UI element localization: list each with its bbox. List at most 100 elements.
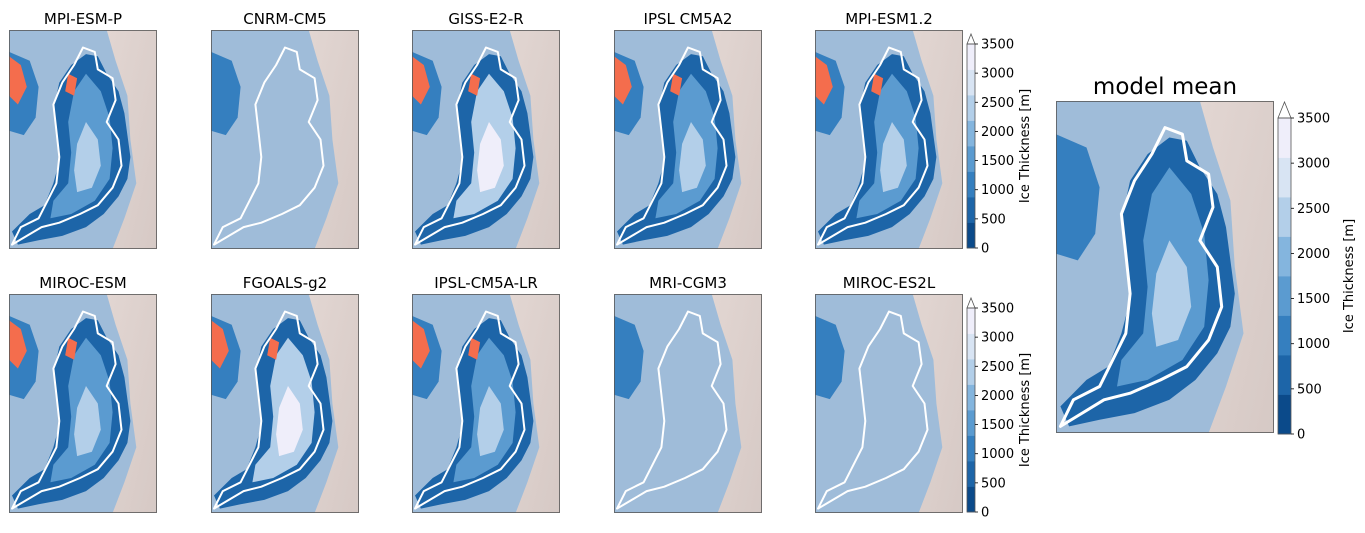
ice-sheet-core xyxy=(679,122,706,193)
colorbar-tick-label: 2000 xyxy=(981,389,1014,404)
masked-area xyxy=(65,337,78,360)
reference-ice-outline xyxy=(213,46,325,246)
masked-area xyxy=(815,56,833,105)
colorbar-level xyxy=(1278,355,1291,395)
masked-area xyxy=(267,337,280,360)
panel-frame xyxy=(815,30,963,249)
colorbar-tick-label: 500 xyxy=(981,212,1006,227)
colorbar-tick-label: 3000 xyxy=(1297,157,1330,172)
masked-area xyxy=(614,56,632,105)
reference-ice-outline xyxy=(616,310,728,510)
panel-title: GISS-E2-R xyxy=(448,10,523,28)
ice-cap-west xyxy=(614,315,644,400)
colorbar-level xyxy=(1278,394,1291,435)
masked-area xyxy=(670,73,683,96)
panel-title: CNRM-CM5 xyxy=(243,10,326,28)
panel-frame xyxy=(614,294,762,513)
masked-area xyxy=(65,73,78,96)
colorbar-tick-label: 3500 xyxy=(981,302,1014,317)
colorbar-level xyxy=(1278,197,1291,237)
colorbar-tick-label: 500 xyxy=(1297,382,1322,397)
colorbar-tick-label: 3500 xyxy=(981,38,1014,53)
panel-title: model mean xyxy=(1093,74,1237,100)
land-area xyxy=(308,294,359,513)
reference-ice-outline xyxy=(616,46,728,246)
map-panel-miroc-es2l: MIROC-ES2L xyxy=(815,274,963,513)
land-area xyxy=(1199,101,1274,433)
reference-ice-outline xyxy=(11,46,123,246)
colorbar-level xyxy=(1278,157,1291,198)
map-panel-mri-cgm3: MRI-CGM3 xyxy=(614,274,762,513)
map-panels: MPI-ESM-P CNRM-CM5 GISS-E2-R IPSL CM5A2 MPI-… xyxy=(9,10,1274,513)
colorbar-level xyxy=(967,146,975,172)
map-panel-mpi-esm1-2: MPI-ESM1.2 xyxy=(815,10,963,249)
masked-area xyxy=(468,73,481,96)
masked-area xyxy=(412,320,430,369)
map-panel-ipsl-cm5a-lr: IPSL-CM5A-LR xyxy=(412,274,560,513)
panel-frame xyxy=(211,294,359,513)
panel-frame xyxy=(815,294,963,513)
colorbar-level xyxy=(967,333,975,360)
colorbar-tick-label: 1500 xyxy=(981,418,1014,433)
panel-title: MPI-ESM1.2 xyxy=(845,10,933,28)
ice-sheet-core xyxy=(1151,240,1192,347)
colorbar-level xyxy=(967,120,975,147)
panel-frame xyxy=(9,30,157,249)
panel-frame xyxy=(9,294,157,513)
land-area xyxy=(711,30,762,249)
masked-area xyxy=(468,337,481,360)
colorbar-tick-label: 2500 xyxy=(981,360,1014,375)
colorbar-tick-label: 2500 xyxy=(981,96,1014,111)
map-panel-model-mean: model mean xyxy=(1056,74,1274,433)
colorbar-tick-label: 0 xyxy=(981,506,989,521)
ice-sheet-core xyxy=(880,122,907,193)
colorbar-level xyxy=(967,308,975,334)
colorbar-tick-label: 3000 xyxy=(981,331,1014,346)
ice-cap-west xyxy=(815,315,845,400)
map-panel-miroc-esm: MIROC-ESM xyxy=(9,274,157,513)
colorbar-level xyxy=(967,461,975,487)
colorbar-level xyxy=(967,222,975,249)
colorbar-extend-arrow xyxy=(966,296,976,309)
reference-ice-outline xyxy=(414,310,526,510)
map-panel-ipsl-cm5a2: IPSL CM5A2 xyxy=(614,10,762,249)
colorbar-level xyxy=(967,197,975,223)
colorbar: 0 500 1000 1500 2000 2500 3000 3500 Ice Thicknes… xyxy=(1277,100,1357,443)
panel-frame xyxy=(412,294,560,513)
colorbar-label: Ice Thickness [m] xyxy=(1018,89,1033,203)
colorbar-tick-label: 2500 xyxy=(1297,202,1330,217)
colorbar-tick-label: 1000 xyxy=(1297,337,1330,352)
map-panel-cnrm-cm5: CNRM-CM5 xyxy=(211,10,359,249)
colorbar: 0 500 1000 1500 2000 2500 3000 3500 Ice Thicknes… xyxy=(966,32,1033,257)
ice-cap-west xyxy=(211,51,241,136)
colorbar-level xyxy=(1278,276,1291,316)
panel-frame xyxy=(412,30,560,249)
reference-ice-outline xyxy=(11,310,123,510)
panel-title: IPSL CM5A2 xyxy=(644,10,733,28)
colorbar-level xyxy=(967,384,975,411)
panel-frame xyxy=(1056,101,1274,433)
masked-area xyxy=(9,320,27,369)
colorbar-extend-arrow xyxy=(1277,100,1292,119)
land-area xyxy=(509,294,560,513)
masked-area xyxy=(871,73,884,96)
land-area xyxy=(106,294,157,513)
colorbar-tick-label: 1500 xyxy=(1297,292,1330,307)
colorbar-label: Ice Thickness [m] xyxy=(1342,219,1357,333)
ice-sheet-core xyxy=(477,386,504,457)
map-panel-giss-e2-r: GISS-E2-R xyxy=(412,10,560,249)
land-area xyxy=(106,30,157,249)
colorbar-tick-label: 0 xyxy=(1297,428,1305,443)
land-area xyxy=(711,294,762,513)
ice-cap-west xyxy=(1056,134,1100,261)
masked-area xyxy=(211,320,229,369)
panel-frame xyxy=(614,30,762,249)
reference-ice-outline xyxy=(414,46,526,246)
colorbar-level xyxy=(967,171,975,198)
colorbar-level xyxy=(1278,315,1291,356)
land-area xyxy=(509,30,560,249)
reference-ice-outline xyxy=(817,46,929,246)
land-area xyxy=(308,30,359,249)
colorbar-level xyxy=(967,435,975,462)
